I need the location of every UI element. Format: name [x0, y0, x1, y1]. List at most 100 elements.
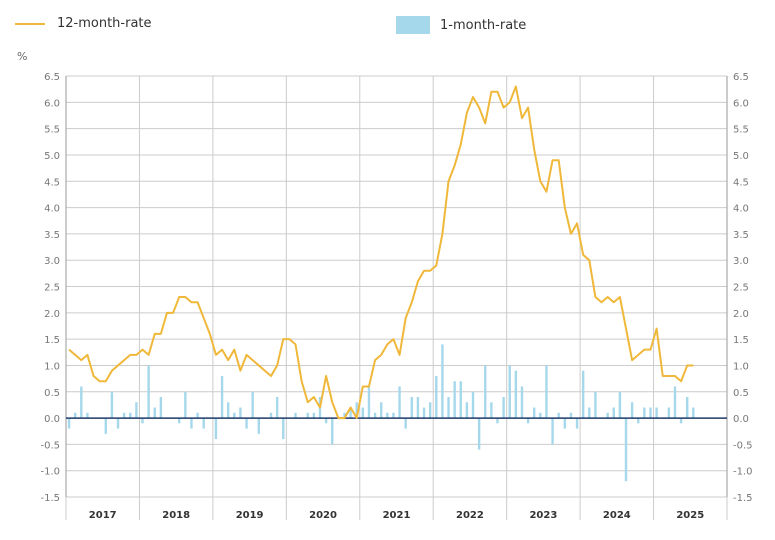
bar-1-month-rate: [508, 365, 511, 419]
bar-1-month-rate: [110, 391, 114, 419]
bar-1-month-rate: [630, 402, 634, 419]
bar-1-month-rate: [551, 418, 554, 445]
x-year-label: 2018: [162, 510, 190, 521]
bar-1-month-rate: [386, 412, 389, 419]
y-tick-label-left: 2.5: [44, 283, 60, 294]
legend-label: 1-month-rate: [440, 17, 527, 33]
y-tick-label-right: 2.5: [733, 283, 749, 294]
y-tick-label-left: 2.0: [44, 309, 60, 320]
bar-1-month-rate: [624, 418, 628, 482]
bar-1-month-rate: [355, 402, 358, 419]
legend-item-12-month-rate[interactable]: 12-month-rate: [15, 16, 152, 31]
bar-1-month-rate: [220, 375, 224, 419]
y-tick-label-right: 1.5: [733, 335, 749, 346]
bar-1-month-rate: [153, 407, 156, 419]
y-tick-label-right: 4.0: [733, 204, 749, 215]
bar-1-month-rate: [686, 397, 689, 419]
bar-1-month-rate: [588, 407, 591, 419]
bar-1-month-rate: [306, 412, 309, 419]
x-year-label: 2024: [603, 510, 631, 521]
bar-1-month-rate: [367, 386, 371, 419]
bar-1-month-rate: [459, 381, 462, 419]
bar-1-month-rate: [73, 412, 77, 419]
bar-1-month-rate: [178, 418, 181, 424]
y-axis-unit: %: [17, 50, 28, 63]
bar-1-month-rate: [312, 412, 316, 419]
bar-1-month-rate: [104, 418, 107, 434]
bar-1-month-rate: [490, 402, 493, 419]
bar-1-month-rate: [184, 391, 187, 419]
x-year-label: 2017: [89, 510, 117, 521]
bar-1-month-rate: [649, 407, 652, 419]
bar-1-month-rate: [379, 402, 383, 419]
bar-1-month-rate: [257, 418, 260, 434]
bar-1-month-rate: [233, 412, 236, 419]
bar-1-month-rate: [441, 344, 444, 419]
bar-1-month-rate: [80, 386, 83, 419]
bar-1-month-rate: [575, 418, 579, 429]
bar-1-month-rate: [349, 407, 352, 419]
x-year-label: 2023: [529, 510, 557, 521]
bar-1-month-rate: [392, 412, 395, 419]
legend-item-1-month-rate[interactable]: 1-month-rate: [396, 16, 526, 34]
line-12-month-rate: [68, 85, 694, 420]
y-tick-label-left: 1.0: [44, 361, 60, 372]
bar-1-month-rate: [673, 386, 677, 419]
bar-1-month-rate: [67, 418, 71, 429]
bar-1-month-rate: [416, 397, 420, 419]
legend-label: 12-month-rate: [57, 16, 152, 31]
bar-1-month-rate: [428, 402, 432, 419]
bar-1-month-rate: [471, 391, 475, 419]
bar-1-month-rate: [502, 397, 505, 419]
y-tick-label-right: 0.5: [733, 388, 749, 399]
bar-1-month-rate: [116, 418, 120, 429]
bar-1-month-rate: [447, 397, 450, 419]
y-tick-label-right: 3.0: [733, 256, 749, 267]
bar-1-month-rate: [404, 418, 407, 429]
y-tick-label-right: -0.5: [733, 440, 753, 451]
bar-1-month-rate: [422, 407, 426, 419]
y-tick-label-left: 6.5: [44, 72, 60, 83]
bar-1-month-rate: [245, 418, 248, 429]
bar-1-month-rate: [361, 407, 365, 419]
bar-1-month-rate: [612, 407, 615, 419]
bar-1-month-rate: [465, 402, 469, 419]
x-year-label: 2019: [236, 510, 264, 521]
bar-1-month-rate: [477, 418, 481, 450]
bar-1-month-rate: [324, 418, 328, 424]
bar-1-month-rate: [637, 418, 640, 424]
bar-1-month-rate: [514, 370, 518, 419]
bar-1-month-rate: [251, 391, 254, 419]
bar-1-month-rate: [520, 386, 524, 419]
bar-1-month-rate: [122, 412, 126, 419]
y-tick-label-left: 0.5: [44, 388, 60, 399]
y-tick-label-left: 4.5: [44, 177, 60, 188]
y-tick-label-right: 6.5: [733, 72, 749, 83]
bar-1-month-rate: [539, 412, 542, 419]
bar-1-month-rate: [563, 418, 567, 429]
y-tick-label-left: 4.0: [44, 204, 60, 215]
bar-1-month-rate: [239, 407, 242, 419]
bar-1-month-rate: [269, 412, 273, 419]
bar-1-month-rate: [545, 365, 548, 419]
y-tick-label-right: 6.0: [733, 98, 749, 109]
x-year-label: 2020: [309, 510, 337, 521]
bar-1-month-rate: [606, 412, 609, 419]
bar-1-month-rate: [581, 370, 585, 419]
bar-1-month-rate: [226, 402, 230, 419]
bar-1-month-rate: [557, 412, 560, 419]
bar-1-month-rate: [147, 365, 150, 419]
y-tick-label-left: 3.0: [44, 256, 60, 267]
x-year-label: 2025: [676, 510, 704, 521]
bar-1-month-rate: [135, 402, 138, 419]
bar-1-month-rate: [275, 397, 279, 419]
y-tick-label-right: 3.5: [733, 230, 749, 241]
bar-1-month-rate: [190, 418, 193, 429]
bar-1-month-rate: [202, 418, 205, 429]
bar-1-month-rate: [569, 412, 573, 419]
bar-1-month-rate: [453, 381, 456, 419]
y-tick-label-right: 5.0: [733, 151, 749, 162]
bar-1-month-rate: [410, 397, 414, 419]
bar-1-month-rate: [526, 418, 530, 424]
y-tick-label-right: 1.0: [733, 361, 749, 372]
